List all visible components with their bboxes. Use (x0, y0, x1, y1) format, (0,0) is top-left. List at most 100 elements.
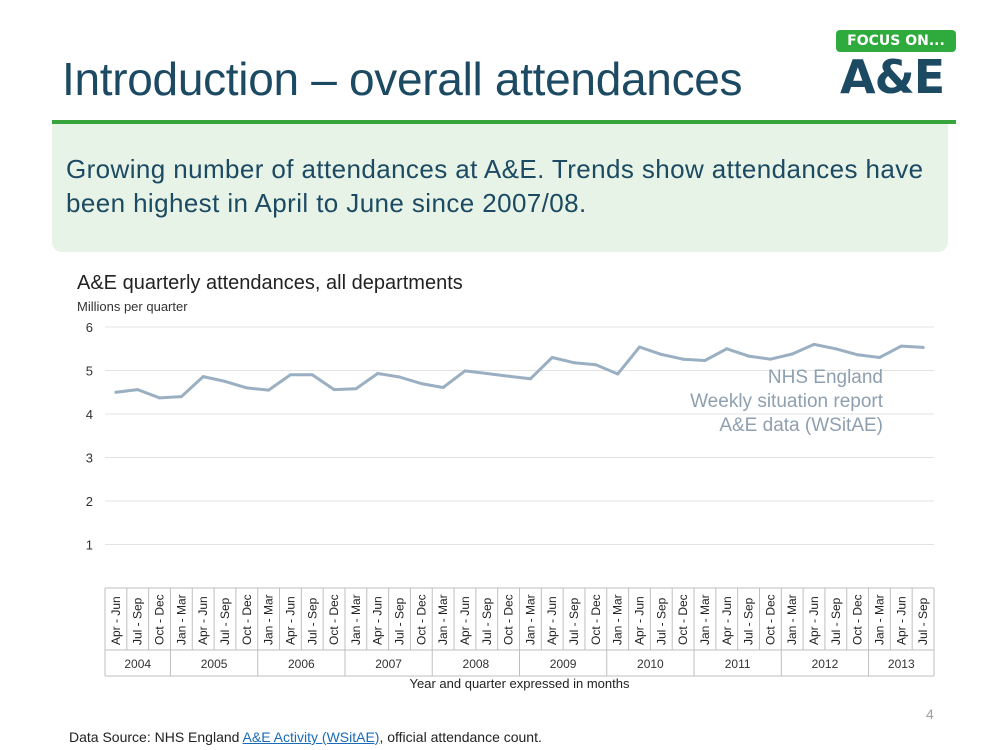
data-point (288, 373, 292, 377)
x-tick-label: Apr - Jun (283, 596, 297, 645)
x-tick-label: Oct - Dec (589, 594, 603, 645)
x-tick-label: Oct - Dec (763, 594, 777, 645)
x-tick-label: Jul - Sep (567, 597, 581, 645)
x-tick-label: Apr - Jun (109, 596, 123, 645)
x-tick-label: Apr - Jun (894, 596, 908, 645)
x-tick-label: Oct - Dec (414, 594, 428, 645)
data-point (747, 354, 751, 358)
year-label: 2007 (375, 657, 402, 671)
x-tick-label: Apr - Jun (632, 596, 646, 645)
source-link[interactable]: A&E Activity (WSitAE) (242, 729, 380, 745)
attendance-series-line (114, 342, 925, 400)
x-tick-label: Apr - Jun (807, 596, 821, 645)
slide-number: 4 (926, 706, 934, 722)
chart-title: A&E quarterly attendances, all departmen… (77, 272, 463, 294)
data-point (507, 374, 511, 378)
x-tick-label: Jul - Sep (654, 597, 668, 645)
data-point (790, 352, 794, 356)
data-point (223, 379, 227, 383)
x-tick-label: Jul - Sep (742, 597, 756, 645)
data-point (245, 386, 249, 390)
data-point (201, 375, 205, 379)
slide-title: Introduction – overall attendances (62, 53, 743, 105)
year-label: 2006 (288, 657, 315, 671)
x-tick-label: Jan - Mar (698, 594, 712, 645)
x-axis-label: Year and quarter expressed in months (410, 676, 630, 691)
source-suffix: , official attendance count. (379, 729, 542, 745)
y-tick-label: 6 (86, 320, 93, 335)
data-source-footnote: Data Source: NHS England A&E Activity (W… (69, 729, 542, 745)
data-point (267, 388, 271, 392)
year-label: 2011 (725, 657, 751, 671)
x-tick-label: Jul - Sep (305, 597, 319, 645)
x-tick-label: Jan - Mar (262, 594, 276, 645)
data-point (921, 345, 925, 349)
x-tick-label: Oct - Dec (502, 594, 516, 645)
data-point (877, 355, 881, 359)
data-point (681, 357, 685, 361)
source-annotation: A&E data (WSitAE) (719, 415, 883, 436)
source-prefix: Data Source: NHS England (69, 729, 243, 745)
data-point (856, 353, 860, 357)
x-tick-label: Jan - Mar (611, 594, 625, 645)
x-tick-label: Jul - Sep (131, 597, 145, 645)
callout-text: Growing number of attendances at A&E. Tr… (66, 154, 924, 218)
year-label: 2004 (124, 657, 151, 671)
data-point (419, 382, 423, 386)
data-point (310, 373, 314, 377)
data-point (158, 396, 162, 400)
data-point (550, 355, 554, 359)
x-tick-label: Jul - Sep (218, 597, 232, 645)
x-tick-label: Jul - Sep (916, 597, 930, 645)
data-point (725, 347, 729, 351)
x-tick-label: Jul - Sep (393, 597, 407, 645)
data-point (376, 372, 380, 376)
year-label: 2012 (812, 657, 839, 671)
data-point (332, 388, 336, 392)
data-point (703, 358, 707, 362)
data-point (398, 375, 402, 379)
data-point (812, 342, 816, 346)
data-point (594, 363, 598, 367)
data-point (463, 369, 467, 373)
data-point (485, 372, 489, 376)
x-tick-label: Apr - Jun (196, 596, 210, 645)
x-tick-label: Apr - Jun (545, 596, 559, 645)
y-tick-label: 2 (86, 494, 93, 509)
data-point (179, 395, 183, 399)
data-point (136, 388, 140, 392)
x-tick-label: Jul - Sep (829, 597, 843, 645)
year-label: 2005 (201, 657, 228, 671)
y-tick-label: 4 (86, 407, 93, 422)
logo-wordmark: A&E (840, 50, 945, 104)
data-point (834, 347, 838, 351)
data-point (441, 385, 445, 389)
x-tick-label: Jan - Mar (436, 594, 450, 645)
data-point (114, 390, 118, 394)
x-tick-label: Oct - Dec (327, 594, 341, 645)
x-tick-label: Jan - Mar (523, 594, 537, 645)
title-divider (52, 120, 956, 124)
data-point (616, 372, 620, 376)
x-tick-label: Oct - Dec (153, 594, 167, 645)
data-point (354, 387, 358, 391)
y-tick-label: 5 (86, 364, 93, 379)
year-label: 2013 (888, 657, 915, 671)
focus-on-ae-logo: FOCUS ON... A&E (834, 30, 958, 104)
data-point (572, 361, 576, 365)
logo-badge: FOCUS ON... (836, 30, 956, 52)
y-tick-label: 1 (86, 538, 93, 553)
data-point (637, 345, 641, 349)
year-label: 2010 (637, 657, 664, 671)
x-tick-label: Oct - Dec (676, 594, 690, 645)
x-tick-label: Jan - Mar (174, 594, 188, 645)
x-tick-label: Apr - Jun (371, 596, 385, 645)
source-annotation: Weekly situation report (690, 391, 884, 412)
y-tick-label: 3 (86, 451, 93, 466)
x-tick-label: Oct - Dec (240, 594, 254, 645)
x-tick-label: Apr - Jun (458, 596, 472, 645)
year-label: 2008 (463, 657, 490, 671)
year-label: 2009 (550, 657, 577, 671)
x-tick-label: Jan - Mar (872, 594, 886, 645)
data-point (659, 352, 663, 356)
